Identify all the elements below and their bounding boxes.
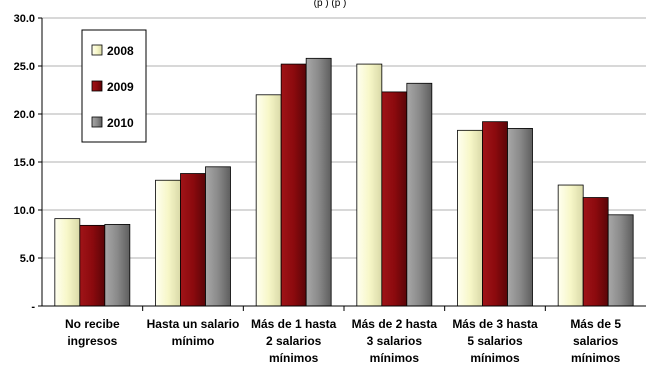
bar-2010-4: [507, 127, 533, 307]
y-tick-label: 15.0: [14, 157, 35, 169]
y-tick-label: 30.0: [14, 13, 35, 25]
legend-label-2010: 2010: [107, 116, 134, 130]
x-tick-label: 5 salarios: [467, 334, 523, 348]
y-tick-label: 10.0: [14, 205, 35, 217]
bar-2008-3: [356, 63, 383, 307]
legend-label-2009: 2009: [107, 80, 134, 94]
x-tick-label: Más de 3 hasta: [452, 317, 538, 331]
bar-2010-5: [607, 214, 634, 307]
bars: [54, 57, 634, 307]
bar-2010-2: [305, 57, 332, 307]
x-tick-label: Más de 1 hasta: [251, 317, 337, 331]
x-tick-label: Más de 2 hasta: [352, 317, 438, 331]
x-tick-label: 2 salarios: [266, 334, 322, 348]
bar-2010-0: [104, 223, 131, 307]
x-tick-label: mínimos: [269, 351, 319, 365]
x-tick-label: 3 salarios: [367, 334, 423, 348]
bar-2008-0: [54, 218, 81, 307]
bar-2009-1: [180, 173, 206, 307]
x-tick-label: Más de 5: [570, 317, 621, 331]
x-tick-label: mínimos: [571, 351, 621, 365]
bar-2009-0: [79, 224, 106, 307]
bar-2008-5: [557, 184, 584, 307]
x-tick-label: mínimo: [172, 334, 215, 348]
y-tick-label: 25.0: [14, 61, 35, 73]
x-tick-label: mínimos: [370, 351, 420, 365]
bar-2010-3: [406, 82, 433, 307]
bar-2009-4: [482, 121, 508, 307]
bar-2009-3: [381, 91, 408, 307]
y-tick-label: 20.0: [14, 109, 35, 121]
legend-swatch-2010: [91, 116, 103, 128]
y-tick-label: -: [31, 301, 35, 313]
y-axis: - 5.0 10.0 15.0 20.0 25.0 30.0: [14, 13, 43, 313]
bar-2009-5: [582, 197, 609, 307]
chart-subtitle: (p ) (p ): [314, 0, 347, 9]
bar-2009-2: [280, 63, 307, 307]
x-tick-label: No recibe: [65, 317, 120, 331]
x-tick-label: mínimos: [470, 351, 520, 365]
x-tick-label: Hasta un salario: [147, 317, 240, 331]
bar-2008-1: [155, 179, 181, 307]
legend-swatch-2009: [91, 80, 103, 92]
legend-swatch-2008: [91, 44, 103, 56]
bar-2008-2: [255, 94, 282, 307]
legend-label-2008: 2008: [107, 44, 134, 58]
legend: 2008 2009 2010: [81, 29, 147, 143]
x-tick-label: ingresos: [67, 334, 117, 348]
bar-2010-1: [205, 166, 231, 307]
bar-2008-4: [457, 129, 483, 307]
x-axis: No recibe ingresos Hasta un salario mínimo M…: [42, 305, 646, 365]
x-tick-label: salarios: [573, 334, 619, 348]
y-tick-label: 5.0: [20, 253, 35, 265]
